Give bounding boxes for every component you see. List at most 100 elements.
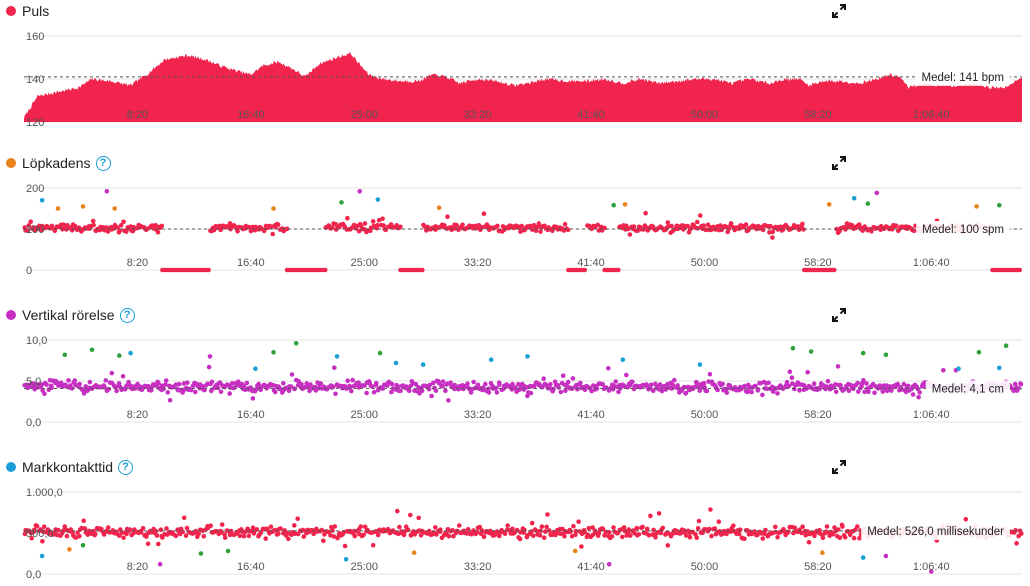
average-label: Medel: 526,0 millisekunder: [861, 522, 1010, 540]
data-point: [644, 382, 649, 387]
data-point: [786, 529, 791, 535]
data-point: [545, 512, 550, 517]
x-tick-label: 25:00: [350, 257, 378, 269]
data-point: [812, 533, 817, 539]
data-point: [426, 386, 432, 392]
data-point: [202, 387, 207, 393]
data-point: [830, 531, 836, 537]
data-point: [72, 378, 78, 383]
outlier-point: [808, 349, 814, 354]
data-point: [636, 532, 642, 537]
data-point: [263, 536, 269, 541]
data-point: [820, 535, 826, 541]
expand-icon[interactable]: [832, 460, 846, 474]
data-point: [770, 235, 775, 240]
data-point: [395, 384, 401, 389]
outlier-point: [39, 553, 45, 559]
data-point: [270, 231, 276, 237]
data-point: [301, 534, 307, 539]
data-point: [646, 533, 652, 538]
data-point: [536, 221, 542, 226]
y-tick-label: 0,0: [26, 569, 41, 581]
data-point: [64, 533, 70, 539]
outlier-point: [865, 201, 871, 206]
y-tick-label: 140: [26, 74, 44, 86]
data-point: [905, 383, 911, 389]
data-point: [613, 379, 618, 384]
data-point: [244, 380, 250, 386]
panel-vertikal: Vertikal rörelse ? 10,0 5,0 0,0 8:20 16:40 25…: [0, 304, 1030, 434]
help-icon[interactable]: ?: [95, 155, 111, 171]
data-point: [860, 228, 865, 233]
data-point: [49, 385, 54, 391]
data-point: [857, 536, 862, 541]
data-point: [768, 223, 773, 229]
data-point: [707, 371, 713, 377]
data-point: [696, 518, 702, 524]
data-point: [460, 222, 465, 228]
data-point: [576, 519, 581, 524]
data-point: [600, 381, 605, 387]
data-point: [427, 382, 433, 388]
x-tick-label: 8:20: [127, 561, 148, 573]
data-point: [350, 377, 355, 383]
data-point: [286, 388, 292, 394]
data-point: [396, 531, 401, 537]
data-point: [855, 524, 860, 529]
expand-icon[interactable]: [832, 4, 846, 18]
data-point: [209, 388, 214, 394]
data-point: [281, 381, 286, 386]
data-point: [524, 385, 529, 390]
data-point: [32, 527, 37, 533]
data-point: [450, 528, 455, 533]
x-tick-label: 41:40: [577, 109, 605, 121]
data-point: [494, 390, 500, 395]
data-point: [707, 526, 712, 532]
outlier-point: [343, 556, 349, 562]
help-icon[interactable]: ?: [118, 459, 134, 475]
expand-icon[interactable]: [832, 308, 846, 322]
outlier-point: [436, 205, 442, 210]
data-point: [856, 389, 861, 394]
x-tick-label: 50:00: [691, 109, 719, 121]
data-point: [170, 530, 175, 535]
data-point: [911, 228, 917, 234]
data-point: [318, 381, 324, 386]
data-point: [90, 218, 96, 224]
data-point: [431, 380, 436, 386]
x-tick-label: 16:40: [237, 409, 265, 421]
data-point: [321, 538, 326, 544]
data-point: [708, 507, 713, 512]
outlier-point: [606, 561, 612, 567]
data-point: [824, 524, 830, 529]
data-point: [443, 388, 448, 393]
data-point: [579, 544, 584, 549]
x-tick-label: 50:00: [691, 409, 719, 421]
data-point: [66, 378, 71, 383]
data-point: [82, 526, 88, 531]
panel-title: Vertikal rörelse: [22, 307, 115, 323]
average-label-bg: [915, 68, 1010, 86]
data-point: [648, 382, 654, 388]
data-point: [760, 536, 766, 541]
data-point: [630, 379, 635, 385]
data-point: [709, 533, 714, 539]
data-point: [1017, 267, 1022, 273]
data-point: [374, 380, 379, 386]
expand-icon[interactable]: [832, 156, 846, 170]
outlier-point: [375, 197, 381, 202]
data-point: [380, 216, 385, 221]
data-point: [563, 388, 568, 393]
outlier-point: [377, 350, 383, 356]
data-point: [155, 230, 161, 235]
outlier-point: [572, 548, 578, 554]
data-point: [824, 384, 829, 389]
help-icon[interactable]: ?: [119, 307, 135, 323]
panel-title: Löpkadens: [22, 155, 91, 171]
data-point: [541, 376, 546, 381]
data-point: [692, 384, 698, 390]
data-point: [590, 532, 596, 538]
data-point: [126, 379, 131, 385]
data-point: [114, 388, 119, 394]
average-label-bg: [925, 380, 1010, 398]
